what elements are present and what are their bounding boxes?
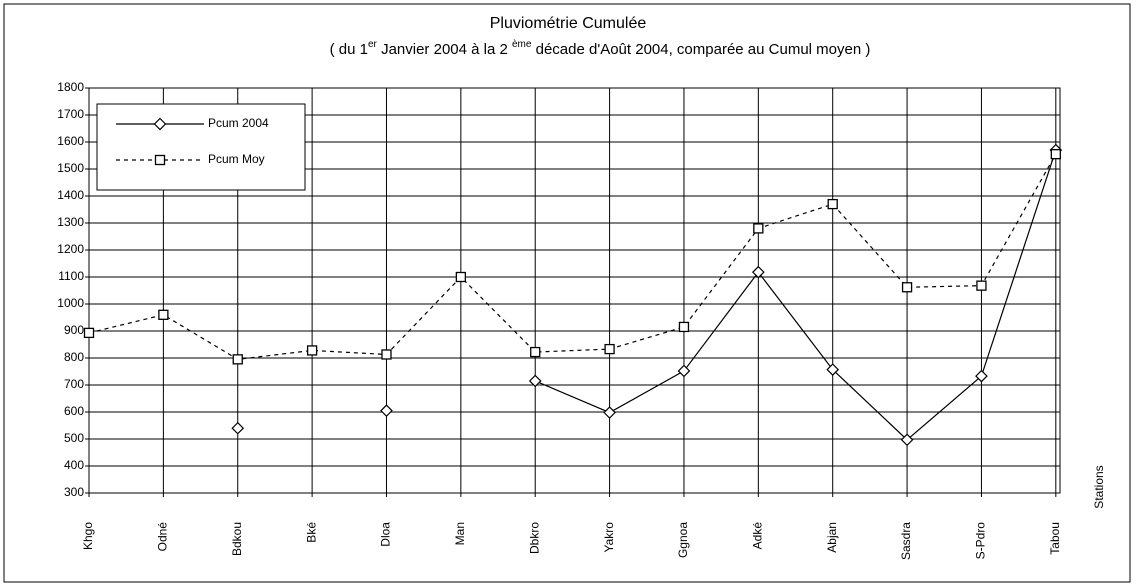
marker-square [604,343,615,355]
marker-diamond [528,374,542,388]
marker-square [976,280,987,291]
marker-diamond [900,433,914,447]
legend-label: Pcum Moy [208,152,265,166]
x-tick-label: Dbkro [527,522,541,554]
marker-square [678,321,690,333]
x-tick-label: Odné [156,522,170,552]
x-tick-label: Abjan [825,522,839,553]
marker-diamond [975,369,988,383]
x-tick-label: Dloa [379,522,393,547]
y-tick-label: 300 [64,485,84,499]
x-tick-label: Ggnoa [676,522,690,558]
marker-diamond [603,406,616,419]
y-tick-label: 900 [64,323,84,337]
y-tick-label: 800 [64,350,84,364]
y-tick-label: 1400 [57,188,84,202]
marker-square [83,327,95,339]
marker-diamond [380,404,393,417]
series-line [88,153,1057,360]
y-tick-label: 1500 [57,161,84,175]
x-tick-label: Tabou [1048,522,1062,555]
subtitle-part: décade d'Août 2004, comparée au Cumul mo… [531,41,870,58]
marker-square [1050,148,1061,160]
marker-square [827,198,838,210]
subtitle-part: ( du 1 [330,41,368,58]
x-tick-label: Bké [304,522,318,543]
subtitle-part: Janvier 2004 à la 2 [377,41,512,58]
marker-square [154,154,166,166]
y-tick-label: 600 [64,404,84,418]
marker-square [306,345,318,356]
chart-border [3,3,1131,583]
marker-diamond [677,364,691,378]
y-tick-label: 1600 [57,134,84,148]
chart-title: Pluviométrie Cumulée [490,15,647,32]
y-tick-label: 500 [64,431,84,445]
series-line [534,149,1057,441]
marker-square [753,223,764,234]
marker-square [158,309,169,320]
marker-diamond [153,117,167,131]
marker-square [455,271,467,283]
y-tick-label: 400 [64,458,84,472]
legend-box [96,103,306,191]
x-tick-label: Man [453,522,467,545]
x-tick-label: Sasdra [899,522,913,560]
x-tick-label: S-Pdro [974,522,988,560]
marker-square [530,346,541,358]
marker-diamond [751,265,765,279]
y-tick-label: 1300 [57,215,84,229]
legend-label: Pcum 2004 [208,116,269,130]
marker-square [232,354,243,365]
subtitle-sup: ème [512,39,532,50]
plot-frame [88,87,1061,494]
marker-square [901,282,913,293]
x-axis-title: Stations [1092,465,1106,508]
x-tick-label: Bdkou [230,522,244,556]
y-tick-label: 1200 [57,242,84,256]
y-tick-label: 1700 [57,107,84,121]
marker-diamond [826,363,840,376]
y-tick-label: 700 [64,377,84,391]
subtitle-sup: er [368,39,378,50]
x-tick-label: Yakro [602,522,616,553]
x-tick-label: Khgo [81,522,95,550]
x-tick-label: Adké [751,522,765,550]
marker-diamond [231,421,245,435]
y-tick-label: 1800 [57,80,84,94]
marker-square [381,349,392,360]
y-tick-label: 1100 [58,269,84,283]
y-tick-label: 1000 [57,296,84,310]
chart-subtitle: ( du 1er Janvier 2004 à la 2 ème décade … [330,39,871,58]
